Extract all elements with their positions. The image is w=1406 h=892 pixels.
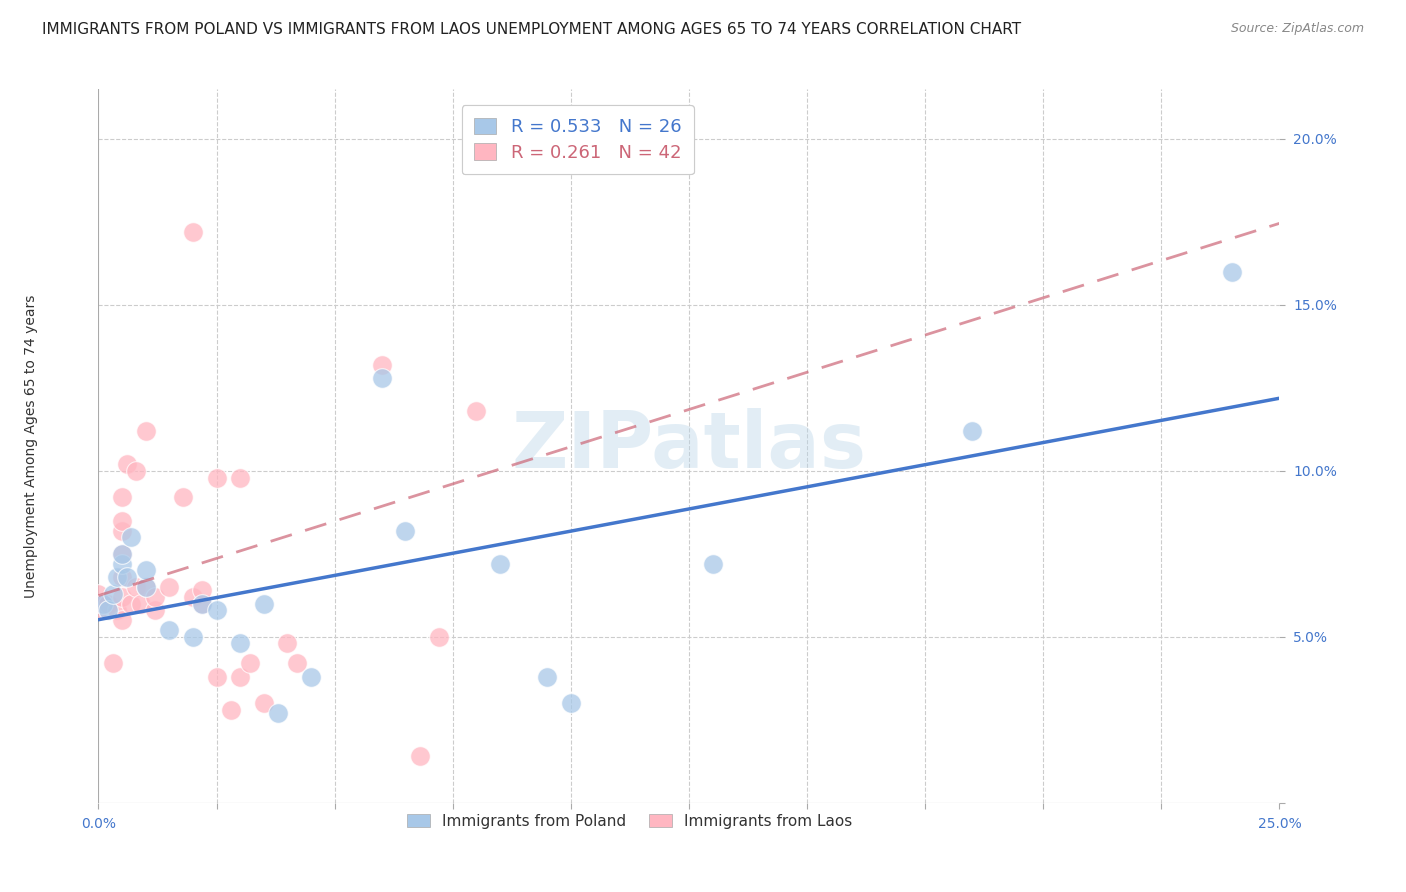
Point: [115, 570, 138, 584]
Point: [191, 583, 214, 598]
Point: [121, 530, 143, 544]
Point: [371, 358, 394, 372]
Point: [91, 597, 114, 611]
Point: [111, 590, 134, 604]
Point: [253, 597, 276, 611]
Point: [121, 597, 143, 611]
Point: [253, 696, 276, 710]
Point: [229, 670, 252, 684]
Point: [91, 597, 114, 611]
Text: Unemployment Among Ages 65 to 74 years: Unemployment Among Ages 65 to 74 years: [24, 294, 38, 598]
Point: [267, 706, 290, 721]
Point: [394, 524, 416, 538]
Point: [143, 590, 166, 604]
Point: [101, 657, 124, 671]
Point: [702, 557, 724, 571]
Point: [135, 580, 157, 594]
Point: [105, 570, 128, 584]
Point: [115, 457, 138, 471]
Point: [276, 636, 298, 650]
Point: [105, 603, 128, 617]
Point: [285, 657, 308, 671]
Point: [135, 564, 157, 578]
Point: [129, 597, 152, 611]
Point: [465, 404, 488, 418]
Point: [560, 696, 582, 710]
Point: [962, 424, 984, 438]
Point: [191, 597, 214, 611]
Point: [97, 603, 120, 617]
Point: [87, 587, 110, 601]
Point: [111, 613, 134, 627]
Point: [299, 670, 322, 684]
Point: [607, 132, 630, 146]
Point: [427, 630, 450, 644]
Point: [191, 597, 214, 611]
Point: [239, 657, 262, 671]
Point: [111, 491, 134, 505]
Point: [205, 603, 228, 617]
Point: [181, 225, 204, 239]
Point: [181, 630, 204, 644]
Text: Source: ZipAtlas.com: Source: ZipAtlas.com: [1230, 22, 1364, 36]
Point: [408, 749, 430, 764]
Text: ZIPatlas: ZIPatlas: [512, 408, 866, 484]
Point: [125, 464, 148, 478]
Point: [143, 603, 166, 617]
Point: [205, 470, 228, 484]
Point: [111, 524, 134, 538]
Point: [536, 670, 558, 684]
Legend: Immigrants from Poland, Immigrants from Laos: Immigrants from Poland, Immigrants from …: [398, 805, 862, 838]
Point: [489, 557, 512, 571]
Point: [111, 514, 134, 528]
Point: [87, 603, 110, 617]
Point: [111, 570, 134, 584]
Point: [135, 580, 157, 594]
Point: [229, 470, 252, 484]
Point: [371, 371, 394, 385]
Point: [205, 670, 228, 684]
Point: [101, 587, 124, 601]
Point: [219, 703, 242, 717]
Point: [157, 624, 180, 638]
Point: [1220, 265, 1243, 279]
Point: [125, 580, 148, 594]
Point: [135, 424, 157, 438]
Point: [111, 557, 134, 571]
Text: IMMIGRANTS FROM POLAND VS IMMIGRANTS FROM LAOS UNEMPLOYMENT AMONG AGES 65 TO 74 : IMMIGRANTS FROM POLAND VS IMMIGRANTS FRO…: [42, 22, 1021, 37]
Point: [111, 547, 134, 561]
Point: [229, 636, 252, 650]
Point: [157, 580, 180, 594]
Point: [181, 590, 204, 604]
Point: [111, 547, 134, 561]
Point: [172, 491, 194, 505]
Point: [97, 597, 120, 611]
